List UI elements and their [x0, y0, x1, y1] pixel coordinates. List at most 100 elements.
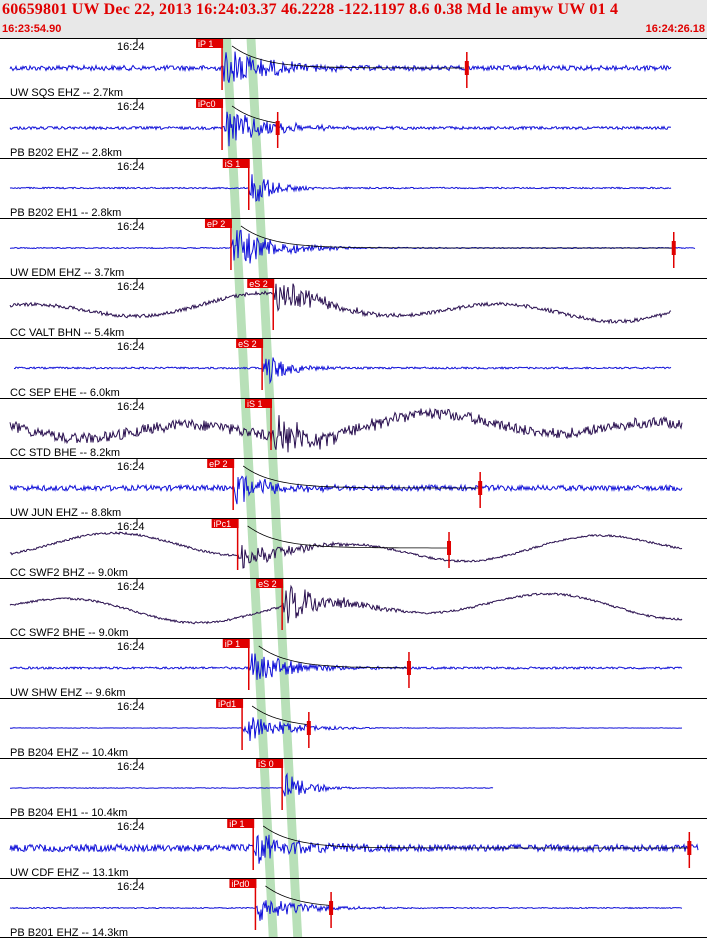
pick-label: iPc1 — [214, 519, 232, 529]
pick-label-box — [211, 519, 239, 528]
waveform-trace — [9, 531, 683, 569]
channel-label: PB B201 EHZ -- 14.3km — [10, 927, 128, 938]
channel-row: 16:24 iP 1 UW SQS EHZ -- 2.7km — [0, 38, 707, 99]
waveform-trace — [9, 407, 683, 453]
tick-label: 16:24 — [117, 101, 145, 113]
pick-label: eP 2 — [209, 459, 227, 469]
pick-label: eS 2 — [258, 579, 277, 589]
waveform-trace — [9, 772, 494, 797]
tick-label: 16:24 — [117, 161, 145, 173]
amplitude-mark — [275, 121, 280, 135]
waveform-trace — [13, 357, 672, 385]
channel-row: 16:24 eP 2 UW EDM EHZ -- 3.7km — [0, 218, 707, 279]
tick-label: 16:24 — [117, 521, 145, 533]
channel-label: UW EDM EHZ -- 3.7km — [10, 267, 124, 279]
pick-label: iS 1 — [247, 399, 263, 409]
pick-label-box — [256, 579, 284, 588]
pick-label-box — [222, 639, 250, 648]
pick-label: iP 1 — [198, 39, 213, 49]
channel-label: UW JUN EHZ -- 8.8km — [10, 507, 121, 519]
channel-row: 16:24 iS 1 PB B202 EH1 -- 2.8km — [0, 158, 707, 219]
coda-fit — [258, 645, 407, 669]
seismogram-plot: 16:24 iP 1 UW SQS EHZ -- 2.7km 16:24 iPc0 PB … — [0, 38, 707, 938]
channel-row: 16:24 iPc1 CC SWF2 BHZ -- 9.0km — [0, 518, 707, 579]
channel-label: PB B202 EH1 -- 2.8km — [10, 207, 121, 219]
channel-label: UW SHW EHZ -- 9.6km — [10, 687, 126, 699]
pick-label: eP 2 — [207, 219, 225, 229]
channel-row: 16:24 eS 2 CC SEP EHE -- 6.0km — [0, 338, 707, 399]
channel-row: 16:24 iPd1 PB B204 EHZ -- 10.4km — [0, 698, 707, 759]
channel-label: UW CDF EHZ -- 13.1km — [10, 867, 129, 879]
channel-row: 16:24 iS 1 CC STD BHE -- 8.2km — [0, 398, 707, 459]
amplitude-mark — [478, 481, 483, 495]
tick-label: 16:24 — [117, 341, 145, 353]
pick-label-box — [256, 759, 284, 768]
waveform-trace — [9, 229, 696, 264]
channel-row: 16:24 eP 2 UW JUN EHZ -- 8.8km — [0, 458, 707, 519]
event-title: 60659801 UW Dec 22, 2013 16:24:03.37 46.… — [2, 1, 619, 18]
tick-label: 16:24 — [117, 581, 145, 593]
channel-label: CC STD BHE -- 8.2km — [10, 447, 120, 459]
waveform-trace — [9, 717, 683, 742]
tick-label: 16:24 — [117, 221, 145, 233]
pick-label-box — [222, 159, 250, 168]
waveform-trace — [9, 899, 683, 921]
channel-label: CC SWF2 BHE -- 9.0km — [10, 627, 129, 639]
pick-label: iPd1 — [218, 699, 236, 709]
pick-label-box — [229, 879, 257, 888]
channel-label: CC VALT BHN -- 5.4km — [10, 327, 124, 339]
waveform-trace — [9, 834, 699, 864]
pick-label-box — [247, 279, 275, 288]
channel-rows: 16:24 iP 1 UW SQS EHZ -- 2.7km 16:24 iPc0 PB … — [0, 38, 707, 938]
waveform-trace — [9, 584, 683, 625]
tick-label: 16:24 — [117, 821, 145, 833]
channel-row: 16:24 iPc0 PB B202 EHZ -- 2.8km — [0, 98, 707, 159]
channel-row: 16:24 iP 1 UW CDF EHZ -- 13.1km — [0, 818, 707, 879]
waveform-trace — [9, 111, 672, 147]
tick-label: 16:24 — [117, 41, 145, 53]
amplitude-mark — [447, 541, 452, 555]
amplitude-mark — [687, 841, 692, 855]
pick-label-box — [196, 99, 224, 108]
amplitude-mark — [671, 241, 676, 255]
channel-row: 16:24 iP 1 UW SHW EHZ -- 9.6km — [0, 638, 707, 699]
coda-fit — [265, 885, 330, 906]
tick-label: 16:24 — [117, 281, 145, 293]
coda-fit — [247, 525, 448, 549]
pick-window-1 — [246, 38, 303, 938]
coda-fit — [262, 825, 688, 849]
tick-label: 16:24 — [117, 401, 145, 413]
channel-label: CC SEP EHE -- 6.0km — [10, 387, 120, 399]
amplitude-mark — [464, 61, 469, 75]
channel-row: 16:24 iS 0 PB B204 EH1 -- 10.4km — [0, 758, 707, 819]
channel-row: 16:24 eS 2 CC VALT BHN -- 5.4km — [0, 278, 707, 339]
pick-label-box — [196, 39, 224, 48]
pick-label-box — [216, 699, 244, 708]
pick-label: iS 1 — [225, 159, 241, 169]
coda-fit — [242, 465, 480, 489]
channel-label: UW SQS EHZ -- 2.7km — [10, 87, 123, 99]
amplitude-mark — [406, 661, 411, 675]
time-start: 16:23:54.90 — [2, 23, 62, 35]
waveform-trace — [9, 283, 672, 325]
pick-label: iP 1 — [229, 819, 244, 829]
waveform-trace — [9, 51, 672, 83]
coda-fit — [240, 225, 673, 249]
pick-label-box — [245, 399, 273, 408]
tick-label: 16:24 — [117, 881, 145, 893]
channel-label: PB B202 EHZ -- 2.8km — [10, 147, 122, 159]
pick-label: iPc0 — [198, 99, 216, 109]
channel-row: 16:24 iPd0 PB B201 EHZ -- 14.3km — [0, 878, 707, 938]
pick-label-box — [204, 219, 232, 228]
tick-label: 16:24 — [117, 461, 145, 473]
pick-label-box — [207, 459, 235, 468]
tick-label: 16:24 — [117, 701, 145, 713]
pick-label-box — [227, 819, 255, 828]
waveform-trace — [9, 475, 683, 505]
channel-label: CC SWF2 BHZ -- 9.0km — [10, 567, 128, 579]
tick-label: 16:24 — [117, 761, 145, 773]
event-header: 60659801 UW Dec 22, 2013 16:24:03.37 46.… — [0, 0, 707, 39]
pick-label: iS 0 — [258, 759, 274, 769]
pick-label: iPd0 — [231, 879, 249, 889]
time-end: 16:24:26.18 — [645, 23, 705, 35]
